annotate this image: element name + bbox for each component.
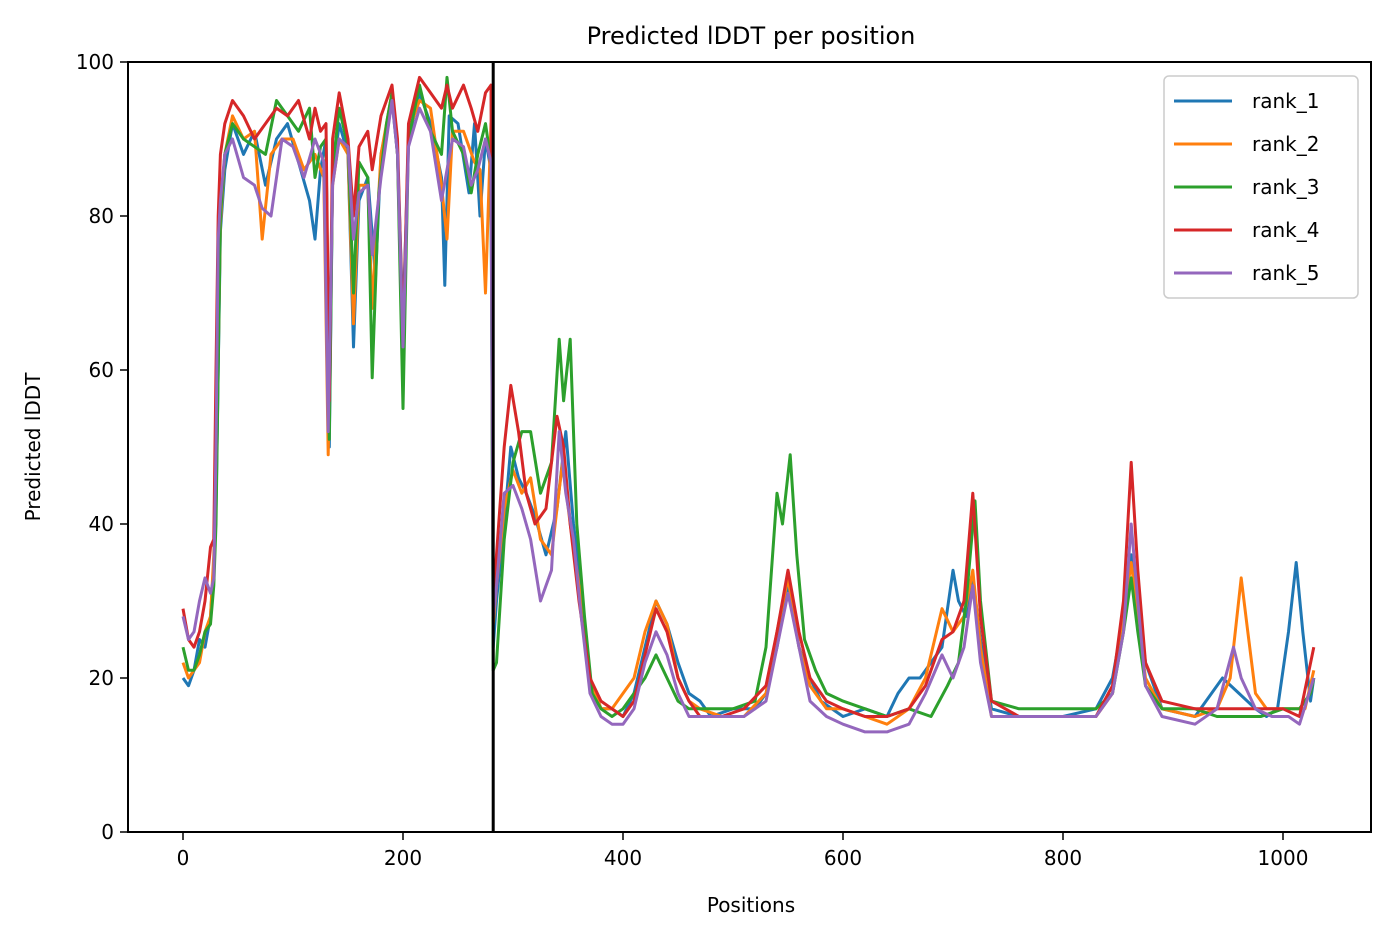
x-tick-label: 400: [604, 846, 642, 870]
y-axis-label: Predicted lDDT: [21, 372, 45, 522]
x-tick-label: 600: [824, 846, 862, 870]
legend-label-rank_2: rank_2: [1252, 132, 1319, 156]
legend-label-rank_3: rank_3: [1252, 175, 1319, 199]
x-tick-label: 1000: [1258, 846, 1309, 870]
y-tick-label: 20: [89, 666, 114, 690]
legend-label-rank_4: rank_4: [1252, 218, 1319, 242]
x-tick-label: 800: [1044, 846, 1082, 870]
series-line-rank_4: [181, 75, 1316, 718]
plot-frame: [127, 61, 1372, 833]
series-line-rank_3: [181, 75, 1316, 718]
series-layer: [181, 75, 1316, 734]
legend: rank_1 rank_2 rank_3 rank_4 rank_5: [1163, 75, 1359, 299]
legend-label-rank_5: rank_5: [1252, 261, 1319, 285]
y-axis: 0 20 40 60 80 100: [76, 50, 128, 844]
legend-label-rank_1: rank_1: [1252, 89, 1319, 113]
y-tick-label: 80: [89, 204, 114, 228]
x-tick-label: 200: [384, 846, 422, 870]
chart-title: Predicted lDDT per position: [587, 22, 916, 50]
x-tick-label: 0: [177, 846, 190, 870]
y-tick-label: 0: [101, 820, 114, 844]
series-line-rank_5: [181, 99, 1316, 734]
y-tick-label: 100: [76, 50, 114, 74]
y-tick-label: 60: [89, 358, 114, 382]
y-tick-label: 40: [89, 512, 114, 536]
x-axis: 0 200 400 600 800 1000: [177, 832, 1309, 870]
legend-box: [1163, 75, 1359, 299]
x-axis-label: Positions: [707, 893, 795, 917]
